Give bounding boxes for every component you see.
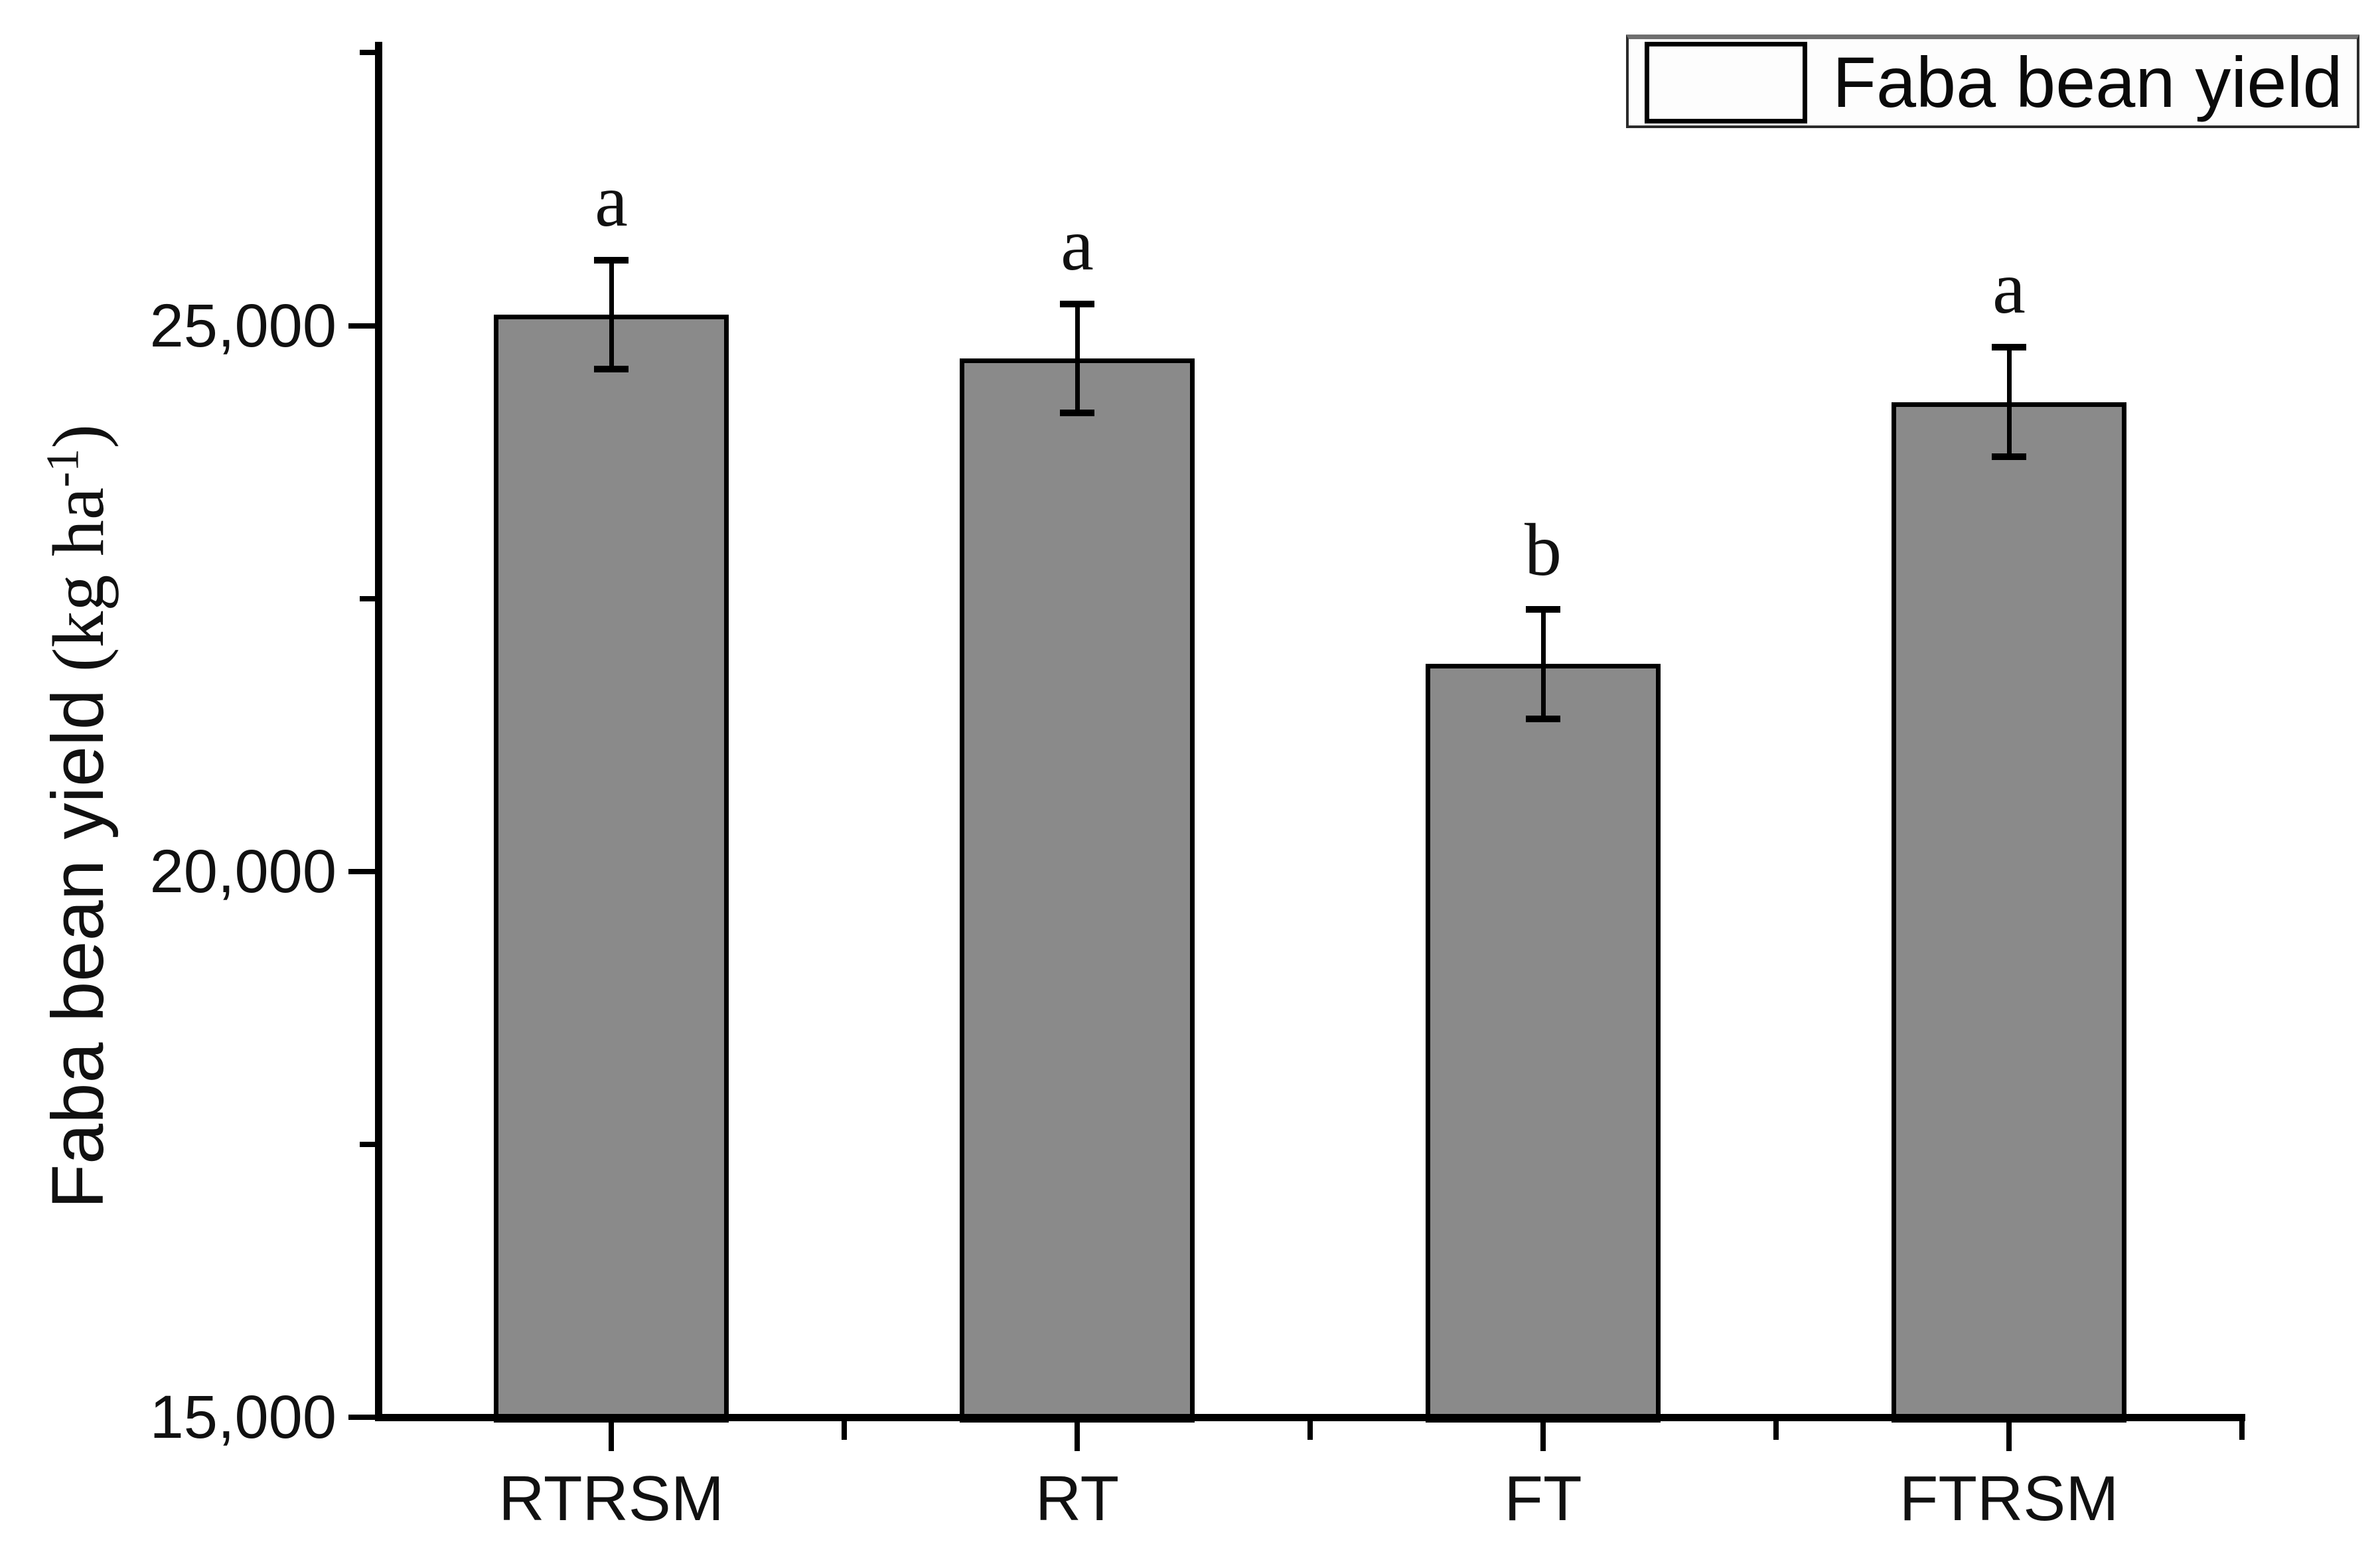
error-bar-bottom-cap xyxy=(1992,453,2026,460)
error-bar-top-cap xyxy=(1060,300,1094,307)
x-minor-tick xyxy=(842,1421,847,1440)
legend: Faba bean yield xyxy=(1626,35,2359,128)
y-minor-tick xyxy=(360,595,378,601)
legend-swatch xyxy=(1645,41,1807,123)
error-bar xyxy=(1540,609,1546,719)
y-tick-label: 20,000 xyxy=(149,837,336,905)
error-bar xyxy=(609,260,614,370)
y-axis-title-unit: (kg ha-1) xyxy=(37,424,119,672)
y-minor-tick xyxy=(360,1141,378,1147)
x-major-tick xyxy=(1540,1421,1546,1451)
y-tick-label: 25,000 xyxy=(149,291,336,360)
x-category-label: RTRSM xyxy=(498,1463,724,1534)
y-major-tick xyxy=(348,1415,378,1420)
sig-letter: b xyxy=(1525,509,1562,592)
y-axis-title-main: Faba bean yield xyxy=(37,689,119,1209)
bar-rtrsm xyxy=(494,315,729,1423)
y-tick-label: 15,000 xyxy=(149,1383,336,1451)
bar-ft xyxy=(1426,664,1661,1423)
error-bar xyxy=(2006,347,2012,457)
x-category-label: RT xyxy=(1035,1463,1120,1534)
legend-label: Faba bean yield xyxy=(1832,42,2343,122)
error-bar-top-cap xyxy=(1526,606,1560,613)
y-minor-tick xyxy=(360,50,378,56)
sig-letter: a xyxy=(595,159,628,242)
error-bar-bottom-cap xyxy=(594,366,629,373)
y-major-tick xyxy=(348,323,378,329)
error-bar-bottom-cap xyxy=(1060,410,1094,417)
error-bar-bottom-cap xyxy=(1526,715,1560,722)
error-bar-top-cap xyxy=(594,256,629,264)
x-category-label: FTRSM xyxy=(1899,1463,2119,1534)
y-axis-line xyxy=(375,42,382,1421)
sig-letter: a xyxy=(1992,247,2026,330)
y-major-tick xyxy=(348,868,378,874)
error-bar-top-cap xyxy=(1992,344,2026,351)
bar-rt xyxy=(960,358,1195,1423)
x-minor-tick xyxy=(1307,1421,1313,1440)
error-bar xyxy=(1075,303,1080,414)
x-minor-tick xyxy=(2239,1421,2245,1440)
bar-ftrsm xyxy=(1892,402,2126,1423)
y-axis-unit-exponent: -1 xyxy=(37,448,89,488)
x-category-label: FT xyxy=(1504,1463,1582,1534)
x-major-tick xyxy=(2006,1421,2012,1451)
sig-letter: a xyxy=(1061,203,1094,286)
y-axis-title: Faba bean yield (kg ha-1) xyxy=(37,424,119,1209)
x-axis-line xyxy=(375,1414,2245,1421)
x-minor-tick xyxy=(1773,1421,1779,1440)
x-major-tick xyxy=(609,1421,614,1451)
x-major-tick xyxy=(1075,1421,1080,1451)
